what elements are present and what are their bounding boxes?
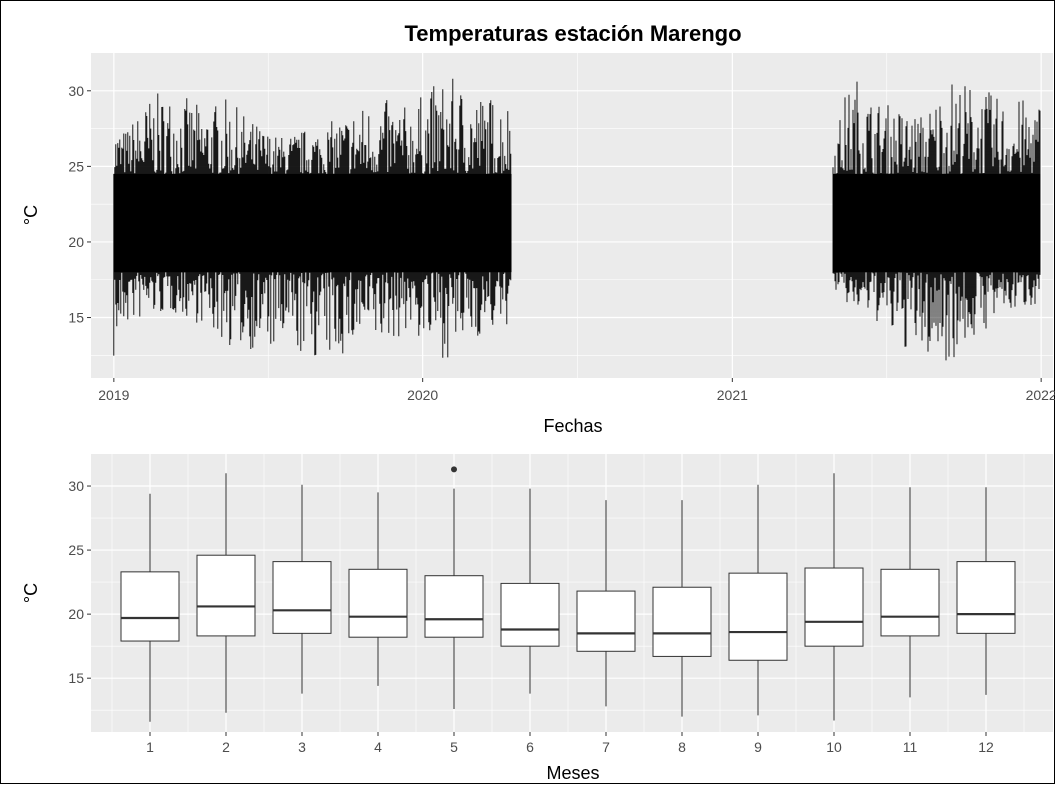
x-tick-label: 6 bbox=[526, 739, 534, 755]
x-tick-label: 10 bbox=[826, 739, 842, 755]
box-iqr bbox=[273, 562, 331, 634]
top-y-tick-labels: 15 20 25 30 bbox=[68, 83, 91, 326]
box-iqr bbox=[729, 573, 787, 660]
bottom-x-tick-labels: 1 2 3 4 5 6 7 8 9 10 11 12 bbox=[146, 732, 994, 755]
x-tick-label: 2 bbox=[222, 739, 230, 755]
x-tick-label: 3 bbox=[298, 739, 306, 755]
box-iqr bbox=[881, 569, 939, 636]
bottom-y-axis-title: °C bbox=[21, 583, 41, 603]
x-tick-label: 1 bbox=[146, 739, 154, 755]
x-tick-label: 2021 bbox=[717, 387, 748, 403]
bottom-y-tick-labels: 15 20 25 30 bbox=[68, 478, 91, 686]
x-tick-label: 12 bbox=[978, 739, 994, 755]
x-tick-label: 8 bbox=[678, 739, 686, 755]
y-tick-label: 20 bbox=[68, 606, 84, 622]
top-x-tick-labels: 2019 2020 2021 2022 bbox=[98, 378, 1055, 403]
y-tick-label: 15 bbox=[68, 670, 84, 686]
top-x-axis-title: Fechas bbox=[543, 416, 602, 436]
x-tick-label: 2020 bbox=[407, 387, 438, 403]
box-iqr bbox=[425, 576, 483, 637]
box-iqr bbox=[957, 562, 1015, 634]
box-iqr bbox=[653, 587, 711, 656]
y-tick-label: 25 bbox=[68, 542, 84, 558]
box-iqr bbox=[805, 568, 863, 646]
bottom-x-axis-title: Meses bbox=[546, 763, 599, 783]
box-iqr bbox=[501, 583, 559, 646]
x-tick-label: 9 bbox=[754, 739, 762, 755]
x-tick-label: 2022 bbox=[1026, 387, 1055, 403]
y-tick-label: 20 bbox=[68, 234, 84, 250]
top-y-axis-title: °C bbox=[21, 205, 41, 225]
box-iqr bbox=[121, 572, 179, 641]
x-tick-label: 4 bbox=[374, 739, 382, 755]
y-tick-label: 30 bbox=[68, 478, 84, 494]
box-iqr bbox=[577, 591, 635, 651]
box-iqr bbox=[349, 569, 407, 637]
y-tick-label: 30 bbox=[68, 83, 84, 99]
y-tick-label: 15 bbox=[68, 310, 84, 326]
y-tick-label: 25 bbox=[68, 158, 84, 174]
x-tick-label: 2019 bbox=[98, 387, 129, 403]
x-tick-label: 7 bbox=[602, 739, 610, 755]
x-tick-label: 5 bbox=[450, 739, 458, 755]
chart-title: Temperaturas estación Marengo bbox=[404, 21, 741, 46]
x-tick-label: 11 bbox=[903, 739, 918, 755]
box-iqr bbox=[197, 555, 255, 636]
outlier-point bbox=[451, 466, 457, 472]
